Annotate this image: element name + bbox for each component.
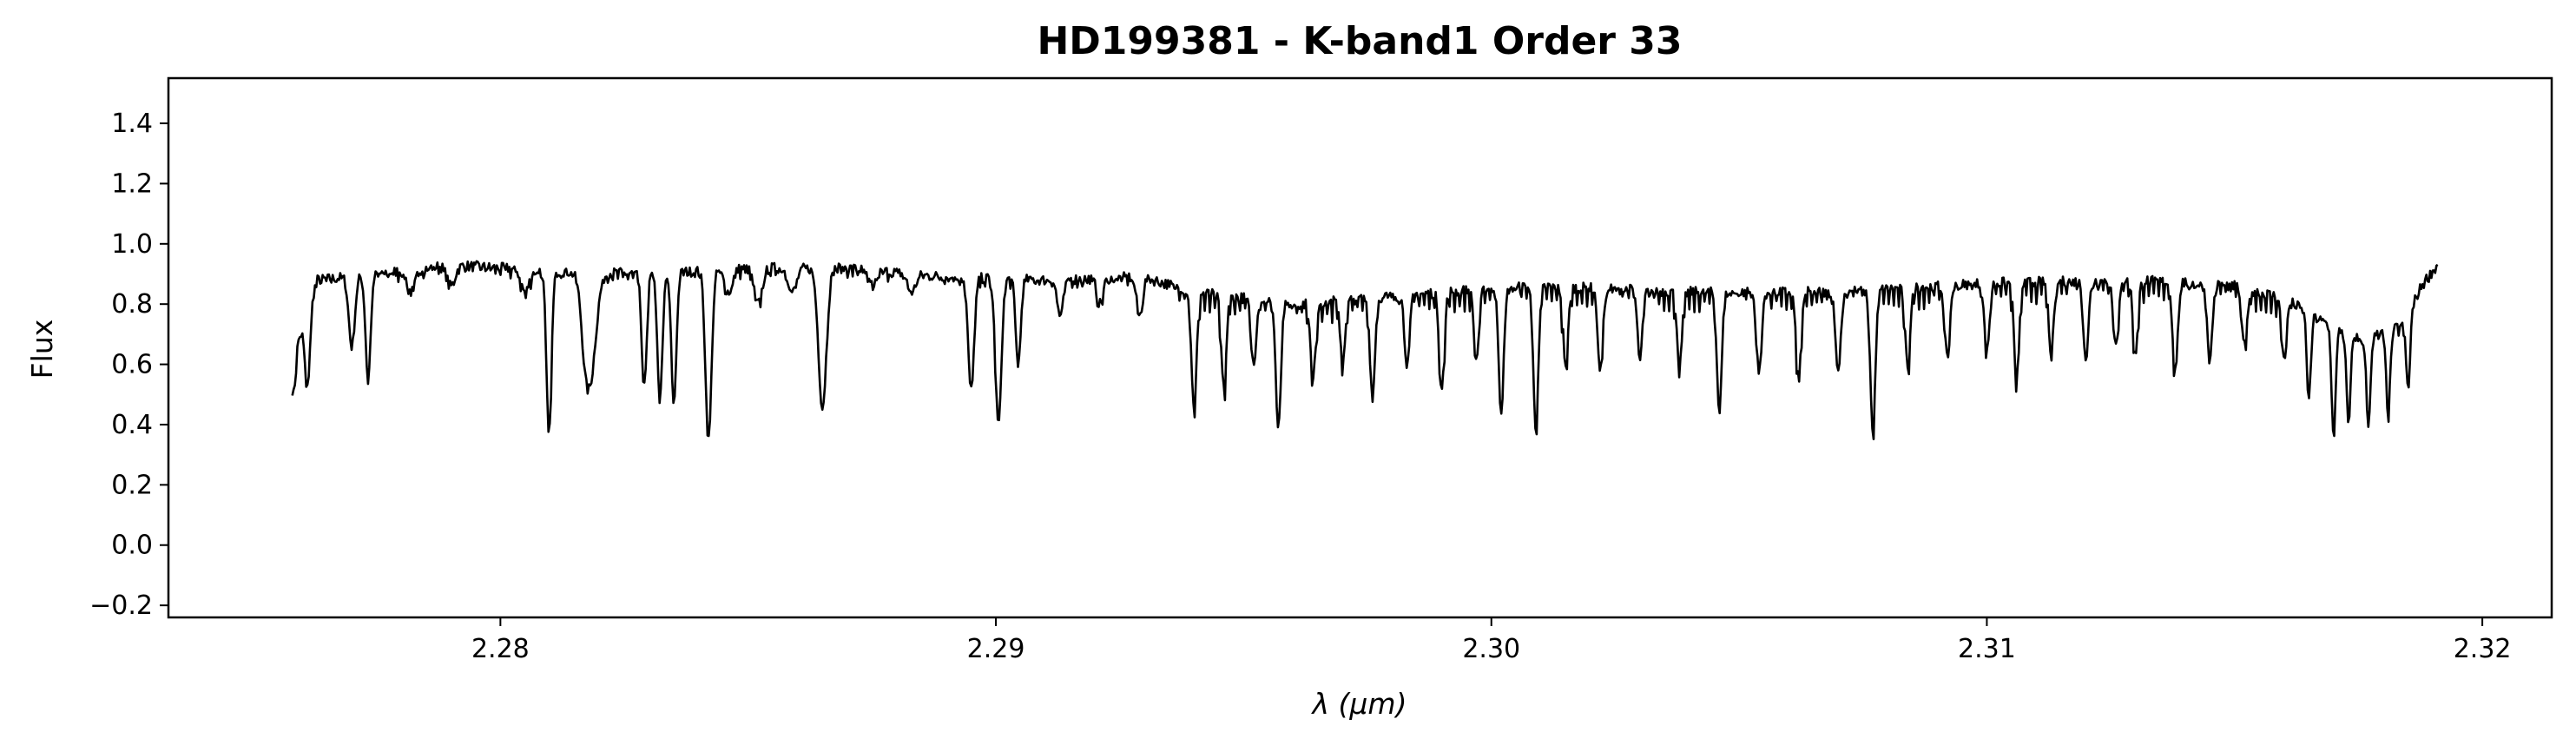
y-tick-label: 0.2 [111, 470, 153, 500]
y-tick-label: 1.2 [111, 168, 153, 199]
x-tick-label: 2.30 [1462, 634, 1520, 664]
y-tick-label: 1.0 [111, 229, 153, 260]
spectrum-line [291, 260, 2439, 440]
x-axis-label: λ (μm) [1311, 687, 1407, 721]
x-tick-label: 2.29 [967, 634, 1025, 664]
chart-title: HD199381 - K-band1 Order 33 [1037, 19, 1682, 63]
y-tick-label: 1.4 [111, 109, 153, 139]
y-tick-label: −0.2 [89, 590, 153, 621]
y-tick-label: 0.0 [111, 531, 153, 561]
x-axis-ticks: 2.28 2.29 2.30 2.31 2.32 [471, 617, 2512, 664]
x-tick-label: 2.28 [471, 634, 530, 664]
y-axis-ticks: −0.2 0.0 0.2 0.4 0.6 0.8 1.0 1.2 1.4 [89, 109, 168, 621]
x-tick-label: 2.32 [2454, 634, 2512, 664]
x-tick-label: 2.31 [1958, 634, 2016, 664]
y-tick-label: 0.6 [111, 350, 153, 380]
y-axis-label: Flux [25, 320, 59, 379]
y-tick-label: 0.4 [111, 410, 153, 440]
y-tick-label: 0.8 [111, 289, 153, 320]
plot-frame [167, 76, 2553, 619]
